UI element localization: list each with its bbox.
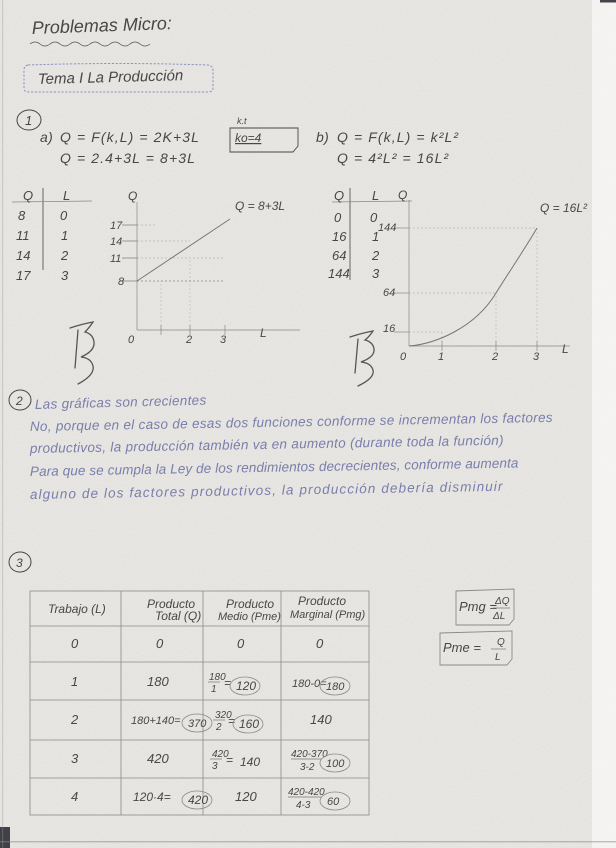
svg-text:ΔL: ΔL — [492, 611, 505, 622]
svg-text:L: L — [562, 342, 569, 356]
svg-text:Q = F(k,L) = 2K+3L: Q = F(k,L) = 2K+3L — [60, 129, 200, 145]
svg-text:Q = F(k,L) = k²L²: Q = F(k,L) = k²L² — [337, 129, 459, 145]
svg-text:Producto: Producto — [226, 597, 274, 611]
svg-text:3: 3 — [61, 268, 69, 283]
svg-text:11: 11 — [110, 253, 121, 265]
svg-text:64: 64 — [332, 248, 346, 263]
svg-text:Q = 2.4+3L = 8+3L: Q = 2.4+3L = 8+3L — [60, 150, 196, 166]
svg-text:2: 2 — [60, 248, 69, 263]
svg-text:1: 1 — [71, 674, 78, 689]
svg-text:3-2: 3-2 — [300, 762, 315, 773]
svg-text:120: 120 — [236, 679, 256, 693]
svg-text:17: 17 — [110, 220, 123, 232]
svg-text:3: 3 — [16, 556, 23, 570]
svg-text:0: 0 — [370, 210, 378, 225]
svg-text:0: 0 — [400, 351, 407, 363]
svg-text:1: 1 — [25, 113, 32, 128]
svg-text:11: 11 — [16, 228, 30, 243]
svg-text:a): a) — [40, 129, 53, 145]
svg-text:144: 144 — [378, 222, 396, 234]
svg-text:Total (Q): Total (Q) — [155, 609, 201, 623]
svg-text:Q = 4²L² = 16L²: Q = 4²L² = 16L² — [337, 150, 449, 166]
svg-text:3: 3 — [71, 751, 79, 766]
svg-text:120·4=: 120·4= — [133, 790, 171, 804]
svg-text:3: 3 — [533, 351, 540, 363]
svg-text:Pmg =: Pmg = — [459, 599, 497, 614]
svg-text:Producto: Producto — [298, 594, 346, 608]
svg-text:8: 8 — [118, 276, 125, 288]
svg-text:0: 0 — [237, 636, 245, 651]
svg-text:1: 1 — [211, 684, 217, 695]
svg-text:2: 2 — [215, 722, 222, 733]
svg-text:b): b) — [316, 129, 329, 145]
svg-text:Q: Q — [334, 188, 344, 203]
svg-text:140: 140 — [310, 712, 332, 727]
svg-text:0: 0 — [156, 636, 164, 651]
svg-text:60: 60 — [327, 796, 340, 808]
svg-text:16: 16 — [383, 323, 396, 335]
svg-text:4-3: 4-3 — [296, 800, 311, 811]
svg-text:2: 2 — [70, 712, 79, 727]
svg-text:Q: Q — [497, 637, 505, 648]
svg-text:Q = 8+3L: Q = 8+3L — [235, 199, 285, 213]
svg-text:0: 0 — [71, 636, 79, 651]
svg-text:64: 64 — [383, 287, 395, 299]
svg-text:370: 370 — [188, 718, 207, 730]
svg-text:420: 420 — [147, 751, 169, 766]
svg-text:180: 180 — [326, 681, 345, 693]
svg-text:0: 0 — [316, 636, 324, 651]
svg-text:Trabajo (L): Trabajo (L) — [48, 602, 106, 616]
svg-text:180: 180 — [147, 674, 169, 689]
svg-text:0: 0 — [128, 334, 135, 346]
svg-text:120: 120 — [235, 789, 257, 804]
svg-text:Q: Q — [128, 189, 137, 203]
svg-text:2: 2 — [491, 351, 498, 363]
svg-text:1: 1 — [61, 228, 68, 243]
svg-text:4: 4 — [71, 789, 78, 804]
svg-text:16: 16 — [332, 229, 347, 244]
svg-text:3: 3 — [212, 761, 218, 772]
svg-text:L: L — [260, 326, 267, 340]
svg-text:L: L — [372, 188, 379, 203]
svg-text:0: 0 — [334, 210, 342, 225]
svg-text:14: 14 — [110, 236, 122, 248]
svg-text:140: 140 — [240, 755, 260, 769]
svg-text:420: 420 — [188, 793, 208, 807]
svg-text:k.t: k.t — [237, 116, 247, 126]
svg-text:Marginal (Pmg): Marginal (Pmg) — [290, 609, 366, 621]
svg-text:3: 3 — [220, 334, 227, 346]
svg-text:100: 100 — [326, 758, 345, 770]
svg-text:420-420: 420-420 — [288, 787, 325, 798]
svg-text:1: 1 — [438, 351, 444, 363]
svg-text:180+140=: 180+140= — [131, 715, 181, 727]
svg-text:144: 144 — [328, 266, 350, 281]
svg-text:14: 14 — [16, 248, 30, 263]
svg-text:ΔQ: ΔQ — [494, 596, 510, 607]
svg-text:Pme =: Pme = — [443, 640, 481, 655]
svg-text:3: 3 — [372, 266, 380, 281]
svg-text:Q: Q — [23, 188, 33, 203]
svg-text:Q: Q — [398, 188, 407, 202]
svg-text:2: 2 — [185, 334, 192, 346]
svg-text:180-0=: 180-0= — [292, 678, 327, 690]
svg-text:17: 17 — [16, 268, 31, 283]
svg-text:L: L — [495, 652, 501, 663]
svg-text:160: 160 — [239, 717, 259, 731]
svg-text:0: 0 — [60, 208, 68, 223]
svg-text:Q = 16L²: Q = 16L² — [540, 201, 588, 215]
svg-text:ko=4: ko=4 — [235, 131, 262, 145]
svg-text:8: 8 — [18, 208, 26, 223]
svg-text:2: 2 — [15, 394, 23, 408]
svg-text:2: 2 — [371, 248, 380, 263]
svg-text:=: = — [226, 753, 233, 767]
svg-text:Medio (Pme): Medio (Pme) — [218, 611, 281, 623]
svg-text:L: L — [63, 188, 70, 203]
